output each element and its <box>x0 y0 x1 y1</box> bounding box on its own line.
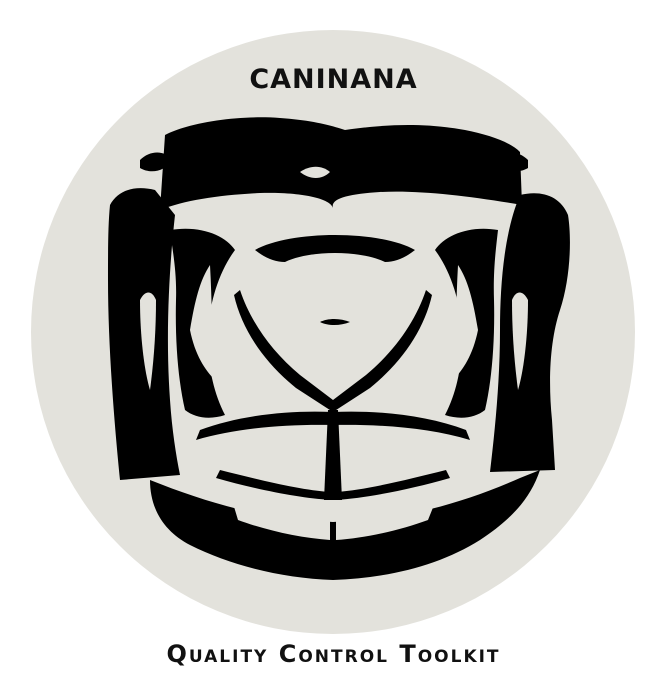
scale-highlights <box>140 166 528 540</box>
brand-name: CANINANA <box>249 64 418 95</box>
tagline: Quality Control Toolkit <box>166 640 501 668</box>
snake-head-silhouette <box>108 117 570 580</box>
